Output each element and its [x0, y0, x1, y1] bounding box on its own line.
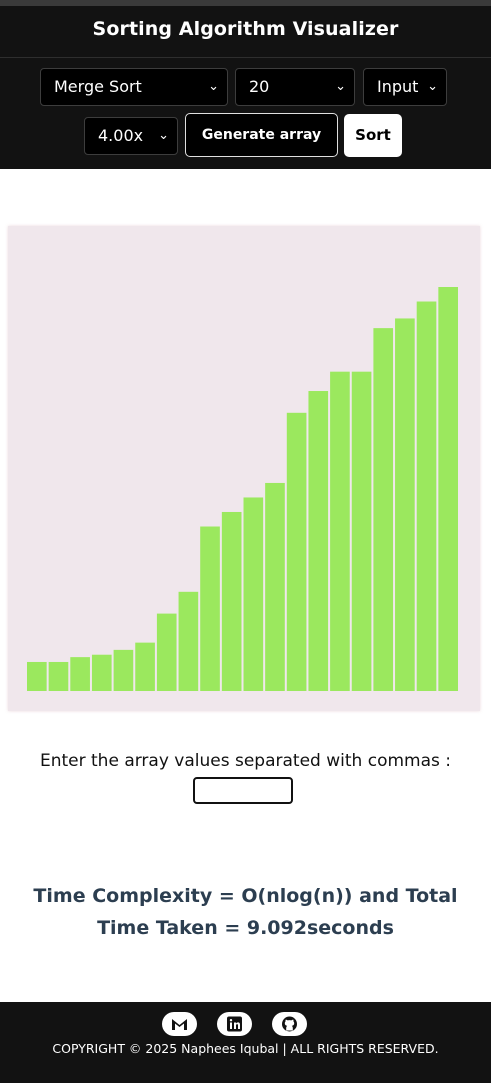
- copyright-text: COPYRIGHT © 2025 Naphees Iqubal | ALL RI…: [52, 1041, 439, 1056]
- array-bar: [438, 287, 458, 691]
- bars-canvas: [27, 287, 458, 691]
- array-bar: [178, 591, 199, 691]
- generate-array-button[interactable]: Generate array: [185, 113, 338, 157]
- array-bar: [416, 301, 437, 691]
- linkedin-link[interactable]: [217, 1012, 252, 1036]
- array-bar: [200, 526, 220, 691]
- mode-select-value: Input: [377, 77, 419, 96]
- linkedin-icon: [227, 1016, 242, 1032]
- array-bar: [221, 511, 242, 691]
- array-bar: [351, 371, 372, 691]
- gmail-icon: [172, 1019, 187, 1030]
- array-bar: [243, 497, 264, 691]
- time-complexity-text: Time Complexity = O(nlog(n)) and Total T…: [33, 885, 458, 939]
- github-link[interactable]: [272, 1012, 307, 1036]
- array-bar: [373, 328, 394, 691]
- array-bar: [27, 661, 47, 691]
- array-input[interactable]: [193, 777, 293, 804]
- algorithm-select-value: Merge Sort: [54, 77, 142, 96]
- gmail-link[interactable]: [162, 1012, 197, 1036]
- array-bar: [286, 412, 307, 691]
- bar-visualizer: [8, 226, 480, 711]
- array-bar: [395, 318, 415, 691]
- array-bar: [48, 661, 69, 691]
- header-divider: [0, 57, 491, 58]
- algorithm-select[interactable]: Merge Sort ⌄: [40, 68, 228, 106]
- array-bar: [330, 371, 350, 691]
- array-bar: [70, 657, 90, 691]
- sort-button[interactable]: Sort: [344, 114, 402, 157]
- chevron-down-icon: ⌄: [208, 79, 219, 94]
- array-size-select-value: 20: [249, 77, 270, 96]
- chevron-down-icon: ⌄: [158, 128, 169, 143]
- array-bar: [156, 613, 177, 691]
- speed-select[interactable]: 4.00x ⌄: [84, 117, 178, 155]
- app-title: Sorting Algorithm Visualizer: [92, 18, 399, 40]
- array-bar: [91, 654, 112, 691]
- header: Sorting Algorithm Visualizer Merge Sort …: [0, 0, 491, 169]
- array-input-label: Enter the array values separated with co…: [39, 751, 451, 771]
- array-bar: [135, 642, 155, 691]
- speed-select-value: 4.00x: [98, 126, 144, 145]
- array-bar: [113, 649, 134, 691]
- footer: COPYRIGHT © 2025 Naphees Iqubal | ALL RI…: [0, 1002, 491, 1083]
- chevron-down-icon: ⌄: [335, 79, 346, 94]
- mode-select[interactable]: Input ⌄: [363, 68, 447, 106]
- github-icon: [282, 1016, 297, 1032]
- chevron-down-icon: ⌄: [427, 79, 438, 94]
- array-bar: [308, 391, 329, 691]
- browser-top-bar: [0, 0, 491, 6]
- array-size-select[interactable]: 20 ⌄: [235, 68, 355, 106]
- array-bar: [265, 482, 285, 691]
